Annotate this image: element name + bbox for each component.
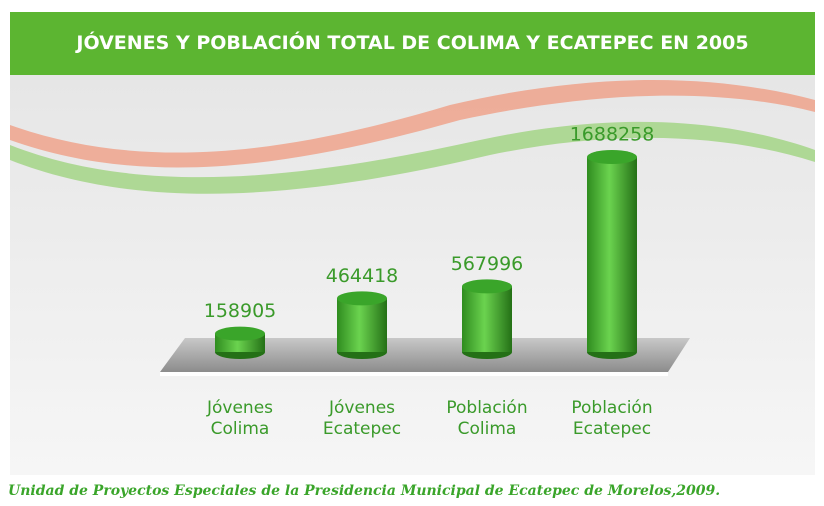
bar xyxy=(337,298,387,352)
category-label: Jóvenes Colima xyxy=(175,398,305,440)
bar xyxy=(462,286,512,352)
value-label: 1688258 xyxy=(570,124,655,146)
value-label: 464418 xyxy=(326,265,399,287)
value-label: 567996 xyxy=(451,253,524,275)
platform-edge xyxy=(160,372,668,376)
bar-top xyxy=(462,279,512,293)
chart-title: JÓVENES Y POBLACIÓN TOTAL DE COLIMA Y EC… xyxy=(10,12,815,75)
page: 158905 464418 567996 1688258 JÓVENES Y POBL… xyxy=(0,0,824,506)
bar-top xyxy=(215,327,265,341)
category-label: Población Ecatepec xyxy=(547,398,677,440)
source-note: Unidad de Proyectos Especiales de la Pre… xyxy=(8,483,720,499)
bar-top xyxy=(587,150,637,164)
category-label: Jóvenes Ecatepec xyxy=(297,398,427,440)
value-label: 158905 xyxy=(204,300,277,322)
category-label: Población Colima xyxy=(422,398,552,440)
bar xyxy=(587,157,637,352)
bar-top xyxy=(337,291,387,305)
